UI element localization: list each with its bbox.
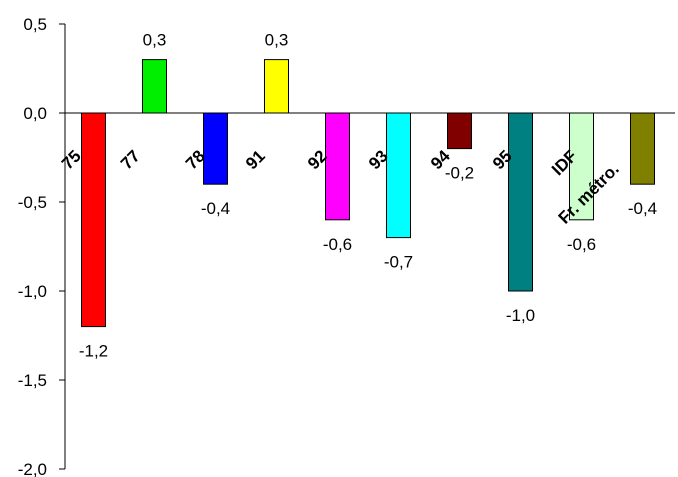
bar [142,59,167,114]
bar [630,112,655,185]
category-label: 75 [58,146,85,173]
bar [447,112,472,150]
bar [203,112,228,185]
data-label: -0,4 [201,199,230,218]
bar [386,112,411,239]
y-tick-label: -0,5 [18,193,47,212]
y-tick-label: -1,5 [18,371,47,390]
bar [81,112,106,328]
data-label: -0,6 [323,235,352,254]
bars-group [81,59,655,328]
data-label: -0,4 [628,199,657,218]
bar [325,112,350,221]
data-label: 0,3 [265,31,289,50]
y-tick-label: 0,0 [23,104,47,123]
data-label: -1,2 [79,342,108,361]
data-label: -1,0 [506,306,535,325]
data-label: 0,3 [143,31,167,50]
category-label: 91 [242,146,269,173]
bar [508,112,533,292]
data-label: -0,7 [384,253,413,272]
y-axis-group: 0,5 0,0 -0,5 -1,0 -1,5 -2,0 [18,15,675,477]
y-tick-label: -2,0 [18,460,47,477]
y-tick-label: -1,0 [18,282,47,301]
bar [569,112,594,221]
data-label: -0,6 [567,235,596,254]
data-label: -0,2 [445,164,474,183]
bar [264,59,289,114]
category-label: 77 [117,146,144,173]
y-tick-label: 0,5 [23,15,47,34]
